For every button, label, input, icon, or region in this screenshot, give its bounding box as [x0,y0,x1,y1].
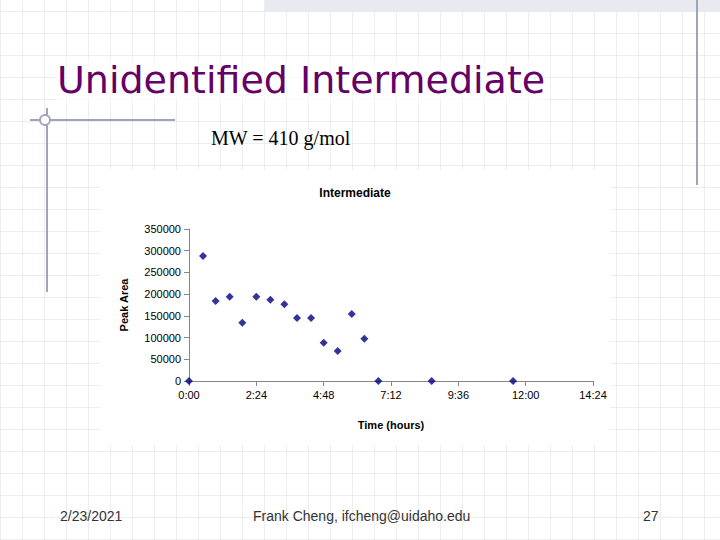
svg-text:0:00: 0:00 [178,389,199,401]
svg-text:0: 0 [175,375,181,387]
svg-text:300000: 300000 [144,245,181,257]
svg-text:350000: 350000 [144,223,181,235]
html-text:Unidentified Intermediate: Unidentified Intermediate [57,58,546,102]
svg-text:4:48: 4:48 [313,389,334,401]
svg-text:200000: 200000 [144,288,181,300]
svg-text:7:12: 7:12 [380,389,401,401]
svg-text:50000: 50000 [150,353,181,365]
svg-text:150000: 150000 [144,310,181,322]
svg-text:12:00: 12:00 [512,389,540,401]
svg-text:14:24: 14:24 [579,389,607,401]
svg-text:9:36: 9:36 [448,389,469,401]
svg-text:Peak Area: Peak Area [118,278,130,332]
svg-text:2:24: 2:24 [246,389,267,401]
svg-text:Intermediate: Intermediate [319,186,391,200]
svg-text:Time (hours): Time (hours) [358,419,425,431]
html-text:2/23/2021: 2/23/2021 [60,508,123,524]
html-text:Frank Cheng, ifcheng@uidaho.ed: Frank Cheng, ifcheng@uidaho.edu [253,508,471,524]
svg-text:250000: 250000 [144,266,181,278]
html-text:MW = 410 g/mol: MW = 410 g/mol [211,127,351,149]
svg-text:100000: 100000 [144,332,181,344]
html-text:27: 27 [643,508,659,524]
